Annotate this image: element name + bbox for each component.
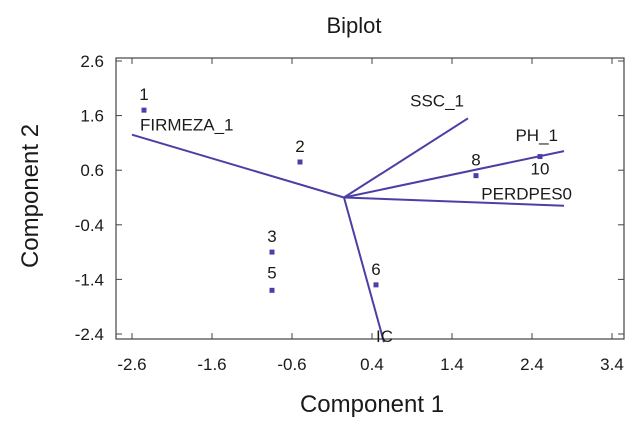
point-label: 10 bbox=[531, 160, 550, 179]
score-point bbox=[537, 154, 543, 160]
x-tick-label: -0.6 bbox=[277, 355, 306, 374]
y-tick-label: -1.4 bbox=[75, 270, 104, 289]
score-point bbox=[373, 282, 379, 288]
y-axis-title: Component 2 bbox=[17, 124, 44, 268]
vector-line-perdpes0 bbox=[343, 196, 565, 207]
y-tick-label: 0.6 bbox=[80, 161, 104, 180]
x-tick-label: -2.6 bbox=[117, 355, 146, 374]
point-label: 6 bbox=[371, 260, 380, 279]
score-point bbox=[297, 159, 303, 165]
point-label: 2 bbox=[295, 137, 304, 156]
chart-title: Biplot bbox=[326, 13, 381, 38]
score-point bbox=[269, 249, 275, 255]
plot-frame bbox=[115, 57, 625, 340]
point-label: 5 bbox=[267, 263, 276, 282]
point-label: 3 bbox=[267, 227, 276, 246]
y-tick-label: 1.6 bbox=[80, 107, 104, 126]
x-tick-label: 0.4 bbox=[360, 355, 384, 374]
y-tick-label: -0.4 bbox=[75, 216, 104, 235]
vector-label: SSC_1 bbox=[410, 91, 464, 110]
score-point bbox=[269, 287, 275, 293]
y-tick-label: -2.4 bbox=[75, 325, 104, 344]
vector-line-ssc-1 bbox=[343, 117, 469, 199]
x-tick-label: 3.4 bbox=[600, 355, 624, 374]
vector-label: PH_1 bbox=[515, 126, 558, 145]
vector-label: PERDPES0 bbox=[481, 185, 572, 204]
x-tick-label: 1.4 bbox=[440, 355, 464, 374]
point-label: 1 bbox=[139, 85, 148, 104]
loading-vectors: FIRMEZA_1 SSC_1 PH_1 PERDPES0 IC bbox=[131, 91, 572, 346]
vector-label: IC bbox=[376, 327, 393, 346]
vector-line-ic bbox=[343, 197, 385, 343]
axis-ticks: -2.6 -1.6 -0.6 0.4 1.4 2.4 3.4 2.6 1.6 0.6 -0.4 -1.… bbox=[75, 52, 624, 374]
score-point bbox=[141, 107, 147, 113]
x-tick-label: -1.6 bbox=[197, 355, 226, 374]
point-label: 8 bbox=[471, 151, 480, 170]
x-tick-label: 2.4 bbox=[520, 355, 544, 374]
vector-line-firmeza-1 bbox=[131, 133, 345, 199]
score-points: 1 2 3 5 6 8 10 bbox=[139, 85, 549, 293]
vector-label: FIRMEZA_1 bbox=[140, 116, 234, 135]
x-axis-title: Component 1 bbox=[300, 391, 444, 418]
score-point bbox=[473, 173, 479, 179]
vector-line-ph-1 bbox=[343, 150, 565, 199]
y-tick-label: 2.6 bbox=[80, 52, 104, 71]
